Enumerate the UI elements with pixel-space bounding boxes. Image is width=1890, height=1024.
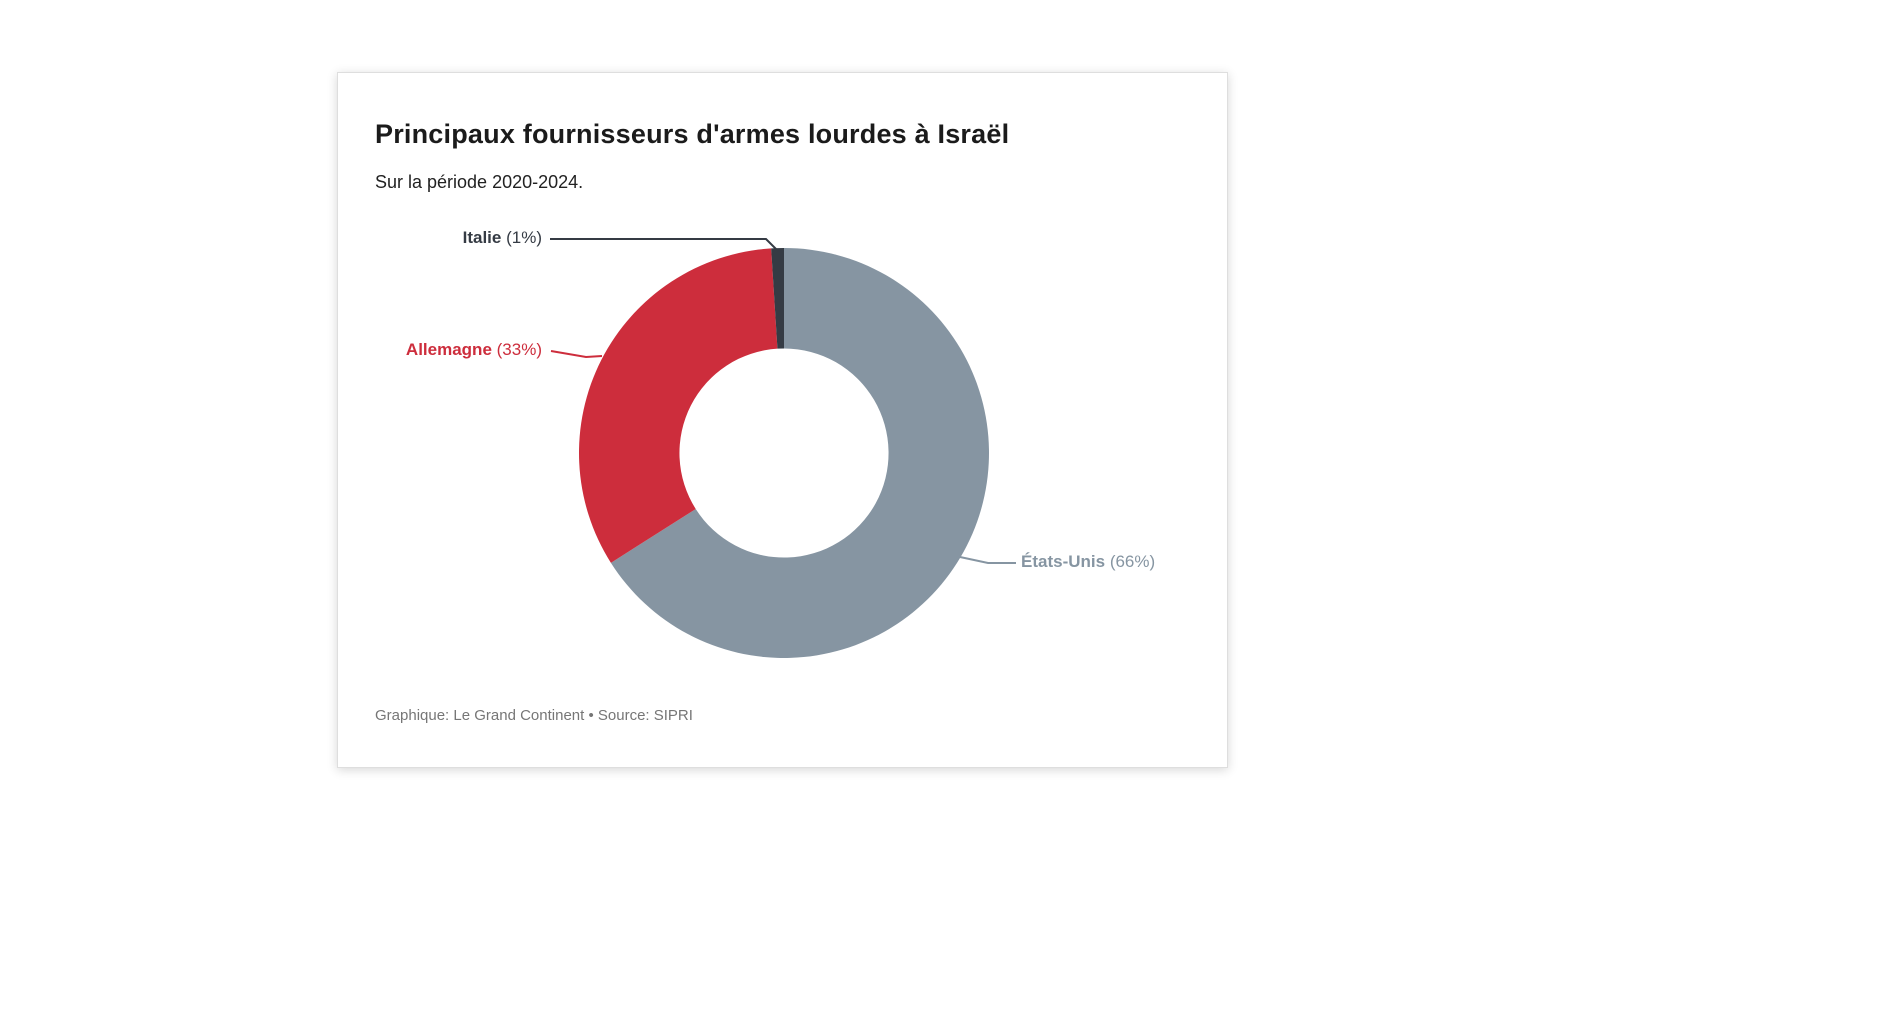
label-italie: Italie (1%) [463, 227, 542, 249]
label-allemagne: Allemagne (33%) [406, 339, 542, 361]
slice-Italie [771, 247, 784, 349]
label-italie-pct: (1%) [506, 228, 542, 247]
chart-title: Principaux fournisseurs d'armes lourdes … [375, 119, 1010, 149]
slice-Allemagne [578, 248, 778, 563]
chart-source: Graphique: Le Grand Continent • Source: … [375, 707, 693, 724]
label-etats-unis-name: États-Unis [1021, 552, 1106, 571]
label-allemagne-pct: (33%) [496, 340, 542, 359]
chart-card: Principaux fournisseurs d'armes lourdes … [337, 72, 1228, 768]
donut-svg [578, 247, 990, 658]
label-allemagne-name: Allemagne [405, 340, 492, 359]
donut-chart [578, 247, 990, 659]
label-etats-unis-pct: (66%) [1109, 552, 1156, 571]
chart-subtitle: Sur la période 2020-2024. [375, 172, 584, 192]
label-italie-name: Italie [462, 228, 502, 247]
label-etats-unis: États-Unis (66%) [1021, 551, 1155, 573]
slice-États-Unis [610, 248, 990, 658]
